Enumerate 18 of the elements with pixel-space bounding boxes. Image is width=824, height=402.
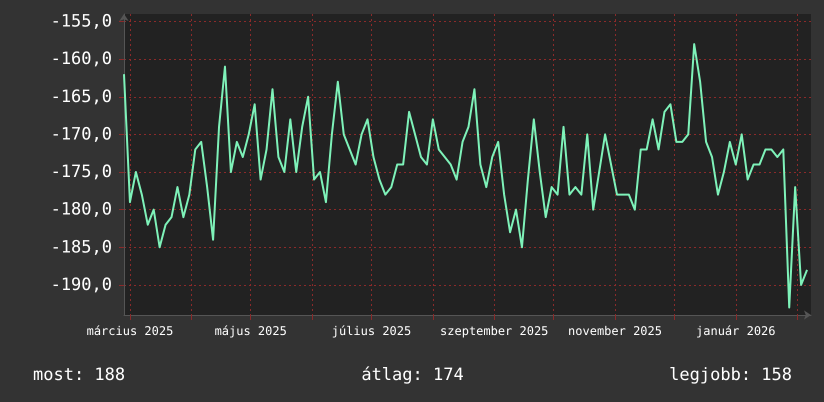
x-tick-label: január 2026	[696, 324, 776, 338]
text: most: 188	[33, 365, 126, 385]
y-tick-label: -185,0	[50, 237, 112, 258]
x-tick-label: november 2025	[568, 324, 662, 338]
y-tick-label: -160,0	[50, 49, 112, 70]
x-tick-label: július 2025	[332, 324, 412, 338]
y-tick-label: -175,0	[50, 162, 112, 182]
text: átlag: 174	[361, 365, 464, 385]
y-tick-label: -180,0	[50, 200, 112, 220]
x-tick-label: március 2025	[86, 324, 174, 338]
text: legjobb: 158	[669, 365, 792, 385]
x-tick-label: szeptember 2025	[440, 324, 548, 338]
y-tick-label: -190,0	[50, 274, 112, 295]
x-tick-label: május 2025	[214, 324, 287, 338]
y-tick-label: -165,0	[50, 86, 112, 107]
line-series	[123, 43, 808, 308]
y-tick-label: -155,0	[50, 12, 112, 32]
y-tick-label: -170,0	[50, 124, 112, 144]
